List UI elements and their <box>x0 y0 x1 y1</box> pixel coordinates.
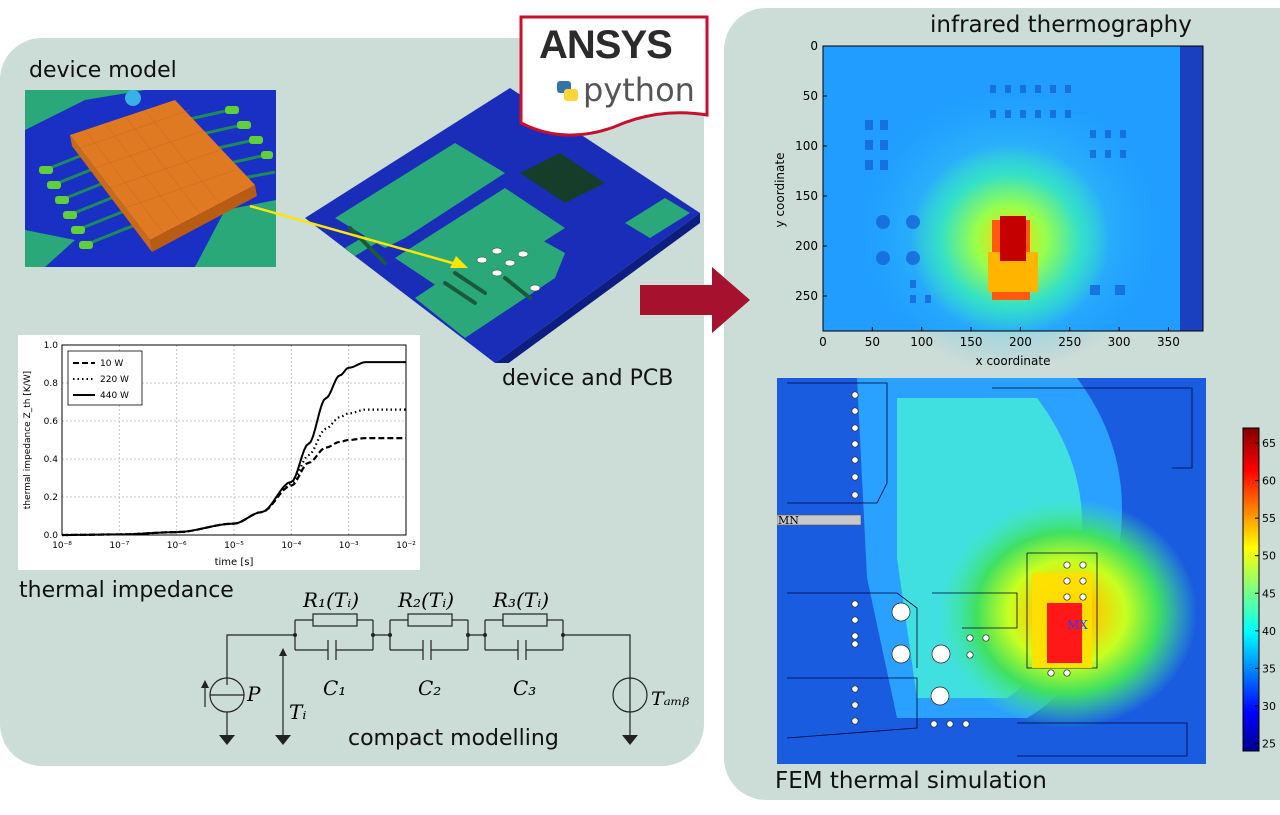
colorbar-tick-label: 55 <box>1262 512 1276 525</box>
thermal-impedance-chart: 10⁻⁸ 10⁻⁷ 10⁻⁶ 10⁻⁵ 10⁻⁴ 10⁻³ 10⁻² 0.0 0.2 0.4 0.6… <box>18 335 420 570</box>
ir-xlabel: x coordinate <box>976 354 1051 368</box>
ir-y-tick-label: 100 <box>795 139 818 153</box>
zth-y-tick-label: 0.8 <box>44 379 59 389</box>
zth-legend-label: 220 W <box>100 375 129 385</box>
ir-x-tick-label: 350 <box>1157 335 1180 349</box>
ir-y-tick-label: 200 <box>795 239 818 253</box>
zth-x-tick-label: 10⁻⁴ <box>281 541 301 551</box>
fem-mn-marker: MN <box>778 514 799 527</box>
tamb-label: Tₐₘᵦ <box>651 688 689 710</box>
fem-colorbar: 25 30 35 40 45 50 55 60 65 <box>1242 427 1278 753</box>
ir-y-tick-label: 0 <box>810 40 818 53</box>
fem-mx-marker: MX <box>1067 618 1088 632</box>
zth-series-line <box>61 436 406 537</box>
r3-label: R₃(Tᵢ) <box>492 588 549 612</box>
r2-label: R₂(Tᵢ) <box>397 588 454 612</box>
device-model-image <box>25 90 276 267</box>
zth-legend-label: 440 W <box>100 391 129 401</box>
colorbar-tick-label: 25 <box>1262 737 1276 750</box>
ir-x-tick-label: 200 <box>1009 335 1032 349</box>
zth-series-line <box>61 408 406 537</box>
zth-y-tick-label: 1.0 <box>44 341 59 351</box>
zth-y-tick-label: 0.6 <box>44 417 59 427</box>
colorbar-tick-label: 60 <box>1262 475 1276 488</box>
ir-y-tick-label: 50 <box>803 89 818 103</box>
ir-ylabel: y coordinate <box>773 153 787 228</box>
colorbar-tick-label: 45 <box>1262 587 1276 600</box>
thermal-impedance-label: thermal impedance <box>19 578 234 603</box>
compact-model-circuit: R₁(Tᵢ) R₂(Tᵢ) R₃(Tᵢ) C₁ C₂ C₃ P Tᵢ Tₐₘᵦ <box>201 588 689 745</box>
ir-label: infrared thermography <box>930 12 1192 38</box>
c3-label: C₃ <box>513 676 536 700</box>
device-pcb-label: device and PCB <box>502 366 674 391</box>
zth-y-tick-label: 0.4 <box>44 455 59 465</box>
ir-heatmap-chart: 0 50 100 150 200 250 300 350 0 50 100 150 200 250 x c… <box>770 39 1210 370</box>
ir-x-tick-label: 300 <box>1108 335 1131 349</box>
p-label: P <box>246 682 261 706</box>
compact-modelling-label: compact modelling <box>348 726 559 751</box>
zth-y-tick-label: 0.2 <box>44 493 58 503</box>
python-text: python <box>583 71 695 109</box>
ti-label: Tᵢ <box>289 700 306 724</box>
ansys-brand-text: ANSYS <box>539 23 673 67</box>
zth-xlabel: time [s] <box>215 557 254 568</box>
colorbar-tick-label: 40 <box>1262 625 1276 638</box>
c1-label: C₁ <box>323 676 346 700</box>
zth-series-line <box>61 361 406 536</box>
ir-x-tick-label: 150 <box>960 335 983 349</box>
zth-x-tick-label: 10⁻⁸ <box>52 541 72 551</box>
flow-arrow <box>640 267 750 333</box>
colorbar-tick-label: 30 <box>1262 700 1276 713</box>
ir-y-tick-label: 150 <box>795 189 818 203</box>
zth-x-tick-label: 10⁻⁵ <box>224 541 244 551</box>
connector-arrow <box>249 204 468 268</box>
c2-label: C₂ <box>418 676 441 700</box>
ansys-python-logo: ANSYS python <box>519 15 709 140</box>
colorbar-tick-label: 65 <box>1262 437 1276 450</box>
zth-ylabel: thermal impedance Z_th [K/W] <box>23 371 33 509</box>
zth-x-tick-label: 10⁻⁶ <box>167 541 187 551</box>
colorbar-tick-label: 50 <box>1262 550 1276 563</box>
zth-y-tick-label: 0.0 <box>44 531 59 541</box>
zth-x-tick-label: 10⁻² <box>396 541 416 551</box>
zth-x-tick-label: 10⁻⁷ <box>109 541 129 551</box>
ir-x-tick-label: 0 <box>819 335 827 349</box>
ir-y-tick-label: 250 <box>795 289 818 303</box>
device-model-label: device model <box>29 58 177 83</box>
ir-x-tick-label: 50 <box>865 335 880 349</box>
r1-label: R₁(Tᵢ) <box>302 588 359 612</box>
zth-x-tick-label: 10⁻³ <box>339 541 359 551</box>
colorbar-tick-label: 35 <box>1262 662 1276 675</box>
fem-label: FEM thermal simulation <box>775 768 1047 794</box>
ir-x-tick-label: 250 <box>1058 335 1081 349</box>
fem-heatmap: MN MX <box>777 378 1206 764</box>
pcb-image <box>305 88 700 363</box>
zth-legend-label: 10 W <box>100 359 123 369</box>
ir-x-tick-label: 100 <box>910 335 933 349</box>
